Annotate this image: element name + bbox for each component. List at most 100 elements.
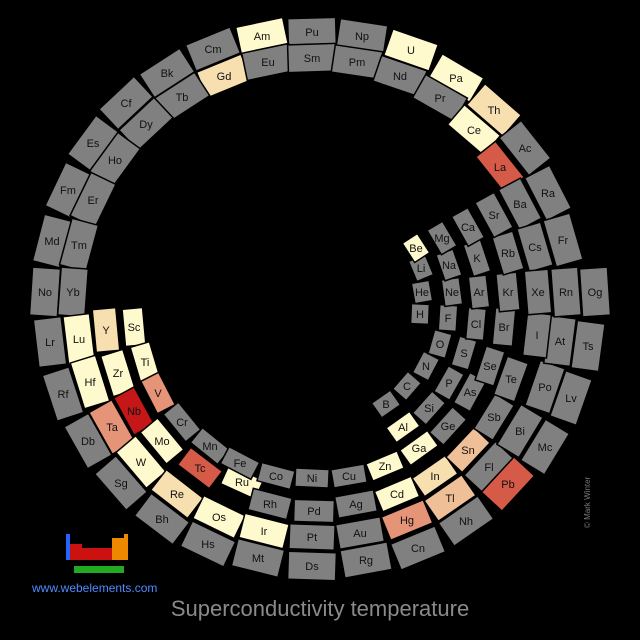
element-cell-bg	[139, 416, 185, 466]
element-cell-ir	[237, 512, 291, 550]
element-cell-bg	[329, 463, 369, 489]
element-symbol: Ba	[513, 199, 527, 211]
element-symbol: V	[154, 388, 162, 400]
element-cell-bg	[93, 454, 149, 512]
element-cell-bg	[32, 315, 68, 369]
element-cell-n	[411, 350, 441, 382]
element-cell-bg	[426, 220, 458, 256]
element-symbol: Cs	[528, 242, 542, 254]
element-cell-og	[578, 266, 612, 318]
element-cell-bg	[364, 449, 406, 483]
element-cell-bg	[385, 410, 421, 444]
element-cell-bg	[549, 266, 583, 318]
element-symbol: Sr	[489, 210, 500, 222]
element-symbol: N	[422, 361, 430, 373]
element-cell-bg	[523, 268, 553, 316]
element-symbol: Ga	[412, 443, 428, 455]
element-cell-y	[91, 306, 121, 354]
element-symbol: I	[535, 330, 538, 342]
element-cell-bg	[450, 206, 486, 248]
element-cell-rb	[491, 230, 525, 276]
element-symbol: Db	[81, 436, 95, 448]
element-symbol: Ta	[106, 422, 119, 434]
element-symbol: Rb	[501, 248, 515, 260]
element-symbol: Bk	[161, 68, 174, 80]
element-cell-bg	[465, 82, 523, 138]
element-cell-bg	[219, 445, 261, 481]
element-symbol: Li	[417, 263, 426, 275]
element-symbol: Rn	[559, 287, 573, 299]
element-cell-te	[492, 355, 530, 403]
element-cell-bg	[398, 429, 440, 467]
element-cell-si	[411, 390, 447, 426]
element-cell-bg	[432, 364, 466, 402]
element-cell-rh	[246, 487, 294, 521]
element-symbol: P	[445, 378, 452, 390]
element-cell-xe	[523, 268, 553, 316]
element-symbol: Yb	[66, 287, 79, 299]
element-symbol: Nd	[393, 71, 407, 83]
element-symbol: Ts	[583, 341, 595, 353]
element-cell-th	[465, 82, 523, 138]
element-cell-ni	[293, 467, 331, 489]
element-cell-mg	[426, 220, 458, 256]
element-symbol: Tc	[195, 463, 207, 475]
element-cell-re	[149, 468, 205, 520]
element-cell-bg	[139, 371, 177, 415]
element-cell-zn	[364, 449, 406, 483]
element-cell-bg	[380, 498, 434, 542]
element-symbol: Ir	[261, 526, 268, 538]
element-symbol: Cd	[390, 489, 404, 501]
element-symbol: Md	[44, 236, 59, 248]
element-cell-bg	[333, 488, 379, 520]
element-cell-bg	[69, 354, 111, 410]
element-cell-ag	[333, 488, 379, 520]
element-symbol: Sm	[304, 53, 321, 65]
element-symbol: Zr	[113, 368, 124, 380]
element-symbol: Sc	[128, 322, 141, 334]
element-cell-mt	[230, 537, 286, 579]
element-symbol: Be	[409, 243, 422, 255]
element-cell-o	[427, 328, 453, 360]
element-cell-rg	[338, 541, 394, 579]
element-cell-v	[139, 371, 177, 415]
element-symbol: Nh	[459, 516, 473, 528]
element-cell-bg	[401, 232, 431, 264]
element-symbol: Pt	[307, 532, 317, 544]
element-cell-se	[474, 344, 506, 388]
element-symbol: Bh	[155, 514, 168, 526]
element-cell-bg	[427, 328, 453, 360]
element-symbol: Ni	[307, 473, 317, 485]
element-symbol: Al	[398, 422, 408, 434]
element-cell-cd	[373, 475, 421, 513]
element-cell-bg	[256, 461, 296, 491]
element-cell-au	[334, 515, 386, 551]
element-symbol: Se	[483, 361, 496, 373]
element-symbol: Cm	[204, 44, 221, 56]
element-cell-bi	[495, 403, 545, 459]
element-symbol: Nb	[127, 406, 141, 418]
element-symbol: Cr	[176, 417, 188, 429]
element-symbol: Te	[505, 374, 517, 386]
site-link[interactable]: www.webelements.com	[32, 581, 158, 595]
element-cell-h	[409, 302, 431, 326]
element-symbol: Sb	[487, 412, 500, 424]
element-symbol: Ra	[541, 188, 556, 200]
element-symbol: Ar	[474, 287, 485, 299]
element-cell-in	[411, 454, 459, 498]
element-symbol: Rh	[263, 499, 277, 511]
element-cell-fe	[219, 445, 261, 481]
element-cell-bg	[411, 350, 441, 382]
element-symbol: Hf	[85, 377, 97, 389]
element-symbol: Dy	[139, 119, 153, 131]
element-symbol: Po	[538, 382, 551, 394]
element-symbol: Pr	[435, 93, 446, 105]
element-symbol: Xe	[531, 287, 544, 299]
element-symbol: Ds	[305, 561, 319, 573]
element-cell-bg	[334, 515, 386, 551]
element-symbol: F	[445, 313, 452, 325]
element-symbol: Sg	[114, 478, 127, 490]
element-cell-rf	[41, 365, 85, 423]
element-cell-bg	[246, 487, 294, 521]
